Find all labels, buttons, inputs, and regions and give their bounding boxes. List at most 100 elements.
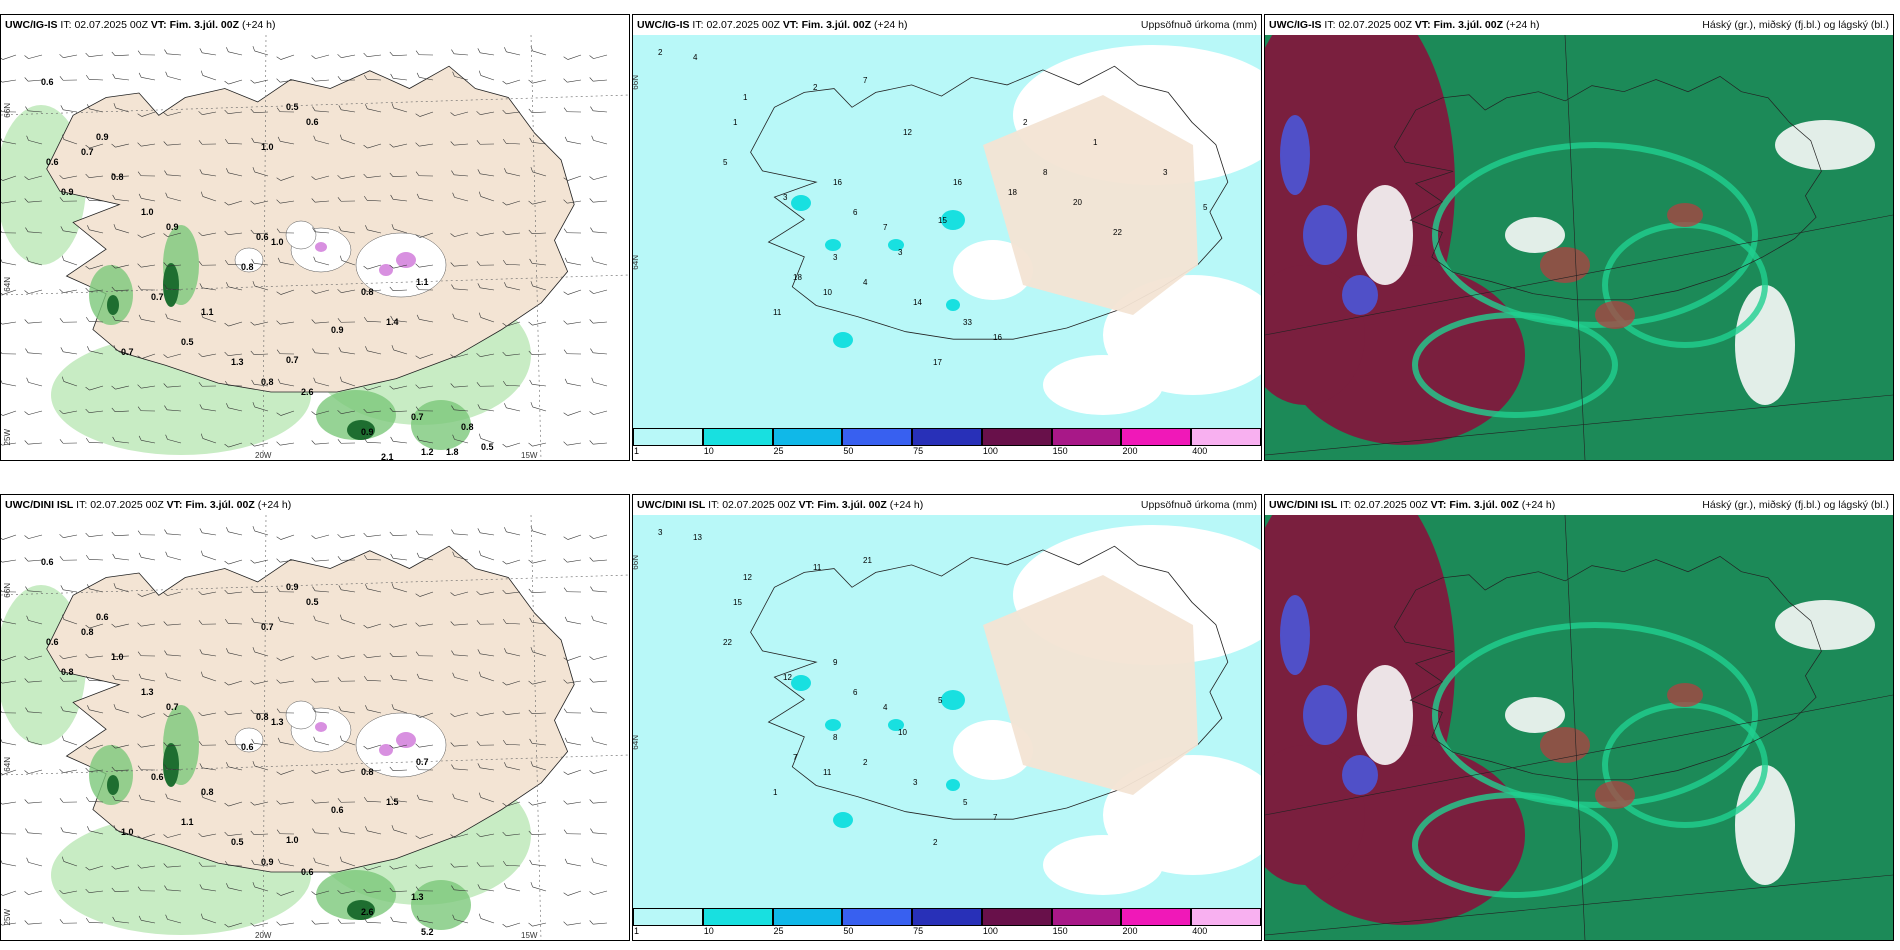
lat-label: 66N (632, 75, 640, 90)
snow-precip-area (379, 744, 393, 756)
wind-barb (477, 48, 495, 56)
wind-barb (60, 347, 78, 355)
wind-barb (363, 408, 382, 414)
wind-barb (113, 583, 130, 593)
wind-barb (137, 591, 156, 597)
wind-barb (276, 107, 295, 113)
wind-barb (25, 348, 43, 355)
precip-value: 18 (1008, 188, 1017, 197)
wind-barb (59, 769, 78, 773)
lat-label: 66N (3, 583, 12, 598)
wind-barb (111, 887, 130, 893)
wind-barb (111, 385, 130, 390)
wind-barb (391, 704, 408, 714)
panel-header: UWC/IG-IS IT: 02.07.2025 00Z VT: Fim. 3.… (1, 15, 629, 35)
wind-barb (25, 828, 43, 835)
precip-area-10mm (833, 332, 853, 348)
precip-area (411, 400, 471, 450)
cloud-field-mid (1595, 781, 1635, 809)
wind-barb (450, 863, 469, 868)
wind-barb (200, 433, 217, 444)
wind-barb (111, 51, 130, 57)
wind-barb (528, 588, 547, 594)
wind-barb (313, 857, 330, 867)
precip-value: 20 (1073, 198, 1082, 207)
wind-barb (138, 435, 156, 444)
wind-barb (563, 228, 582, 234)
it-label: IT: (76, 499, 88, 511)
cloud-field-low (1342, 755, 1378, 795)
wind-barb (163, 262, 182, 267)
it-label: IT: (1324, 19, 1336, 31)
precip-value: 12 (743, 573, 752, 582)
wind-barb (476, 382, 495, 387)
wind-barb (165, 914, 182, 924)
iceland-coastline (750, 545, 1229, 820)
wind-barb (311, 920, 330, 925)
wind-barb (590, 828, 608, 835)
wind-barb (87, 346, 104, 355)
cloud-field-mid (1667, 683, 1703, 707)
precip-value: 2 (863, 758, 868, 767)
lon-label: 15W (521, 931, 538, 940)
wind-barb (476, 140, 495, 145)
precip-value: 0.5 (231, 837, 244, 847)
wind-barb (1, 708, 17, 714)
cloud-field-low (1303, 685, 1347, 745)
model-name: UWC/IG-IS (5, 19, 58, 31)
panel-dini-clouds: UWC/DINI ISL IT: 02.07.2025 00Z VT: Fim.… (1264, 494, 1894, 941)
precip-value: 18 (793, 273, 802, 282)
wind-barb (24, 77, 43, 82)
precip-value: 10 (898, 728, 907, 737)
precip-area (316, 390, 396, 440)
wind-barb (85, 865, 104, 871)
wind-barb (137, 111, 156, 117)
wind-barb (563, 558, 582, 563)
wind-barb (389, 264, 408, 269)
dry-area (953, 240, 1033, 300)
wind-barb (59, 798, 78, 803)
legend-tick-label: 400 (1192, 926, 1208, 936)
wind-barb (1, 107, 17, 113)
wind-barb (1, 679, 17, 684)
precip-value: 0.7 (121, 347, 134, 357)
wind-barb (528, 559, 547, 564)
wind-barb (389, 744, 408, 749)
wind-barb (502, 200, 521, 206)
precip-area-10mm (825, 239, 841, 251)
wind-barb (224, 380, 243, 387)
precip-value: 0.8 (361, 767, 374, 777)
wind-barb (276, 534, 295, 540)
wind-barb (563, 289, 582, 295)
wind-barb (389, 143, 408, 148)
wind-barb (451, 885, 469, 892)
wind-barb (111, 143, 130, 148)
wind-barb (24, 319, 43, 324)
lead-time: (+24 h) (241, 19, 276, 31)
wind-barb (226, 762, 243, 771)
wind-barb (563, 534, 582, 540)
precip-heavy-area (107, 775, 119, 795)
wind-barb (251, 379, 269, 387)
wind-barb (389, 652, 408, 658)
wind-barb (563, 679, 582, 684)
wind-barb (137, 232, 156, 238)
legend-color-box (842, 908, 913, 926)
wind-barb (477, 283, 495, 291)
wind-barb (415, 886, 434, 892)
grid-line (1564, 35, 1586, 460)
wind-barb (59, 439, 78, 444)
wind-barb (277, 257, 295, 266)
wind-barb (61, 856, 78, 867)
wind-barb (339, 614, 356, 625)
panel-header: UWC/DINI ISL IT: 02.07.2025 00Z VT: Fim.… (1, 495, 629, 515)
legend-tick-label: 50 (843, 446, 854, 456)
wind-barb (24, 440, 43, 445)
wind-barb (389, 172, 408, 178)
map-accumulated-precip: 2412715316715631810114314331617161882022… (633, 35, 1261, 428)
wind-barb (199, 404, 217, 412)
wind-barb (450, 141, 469, 146)
legend-color-box (1191, 908, 1261, 926)
wind-barb (137, 50, 156, 56)
wind-barb (1, 378, 17, 387)
